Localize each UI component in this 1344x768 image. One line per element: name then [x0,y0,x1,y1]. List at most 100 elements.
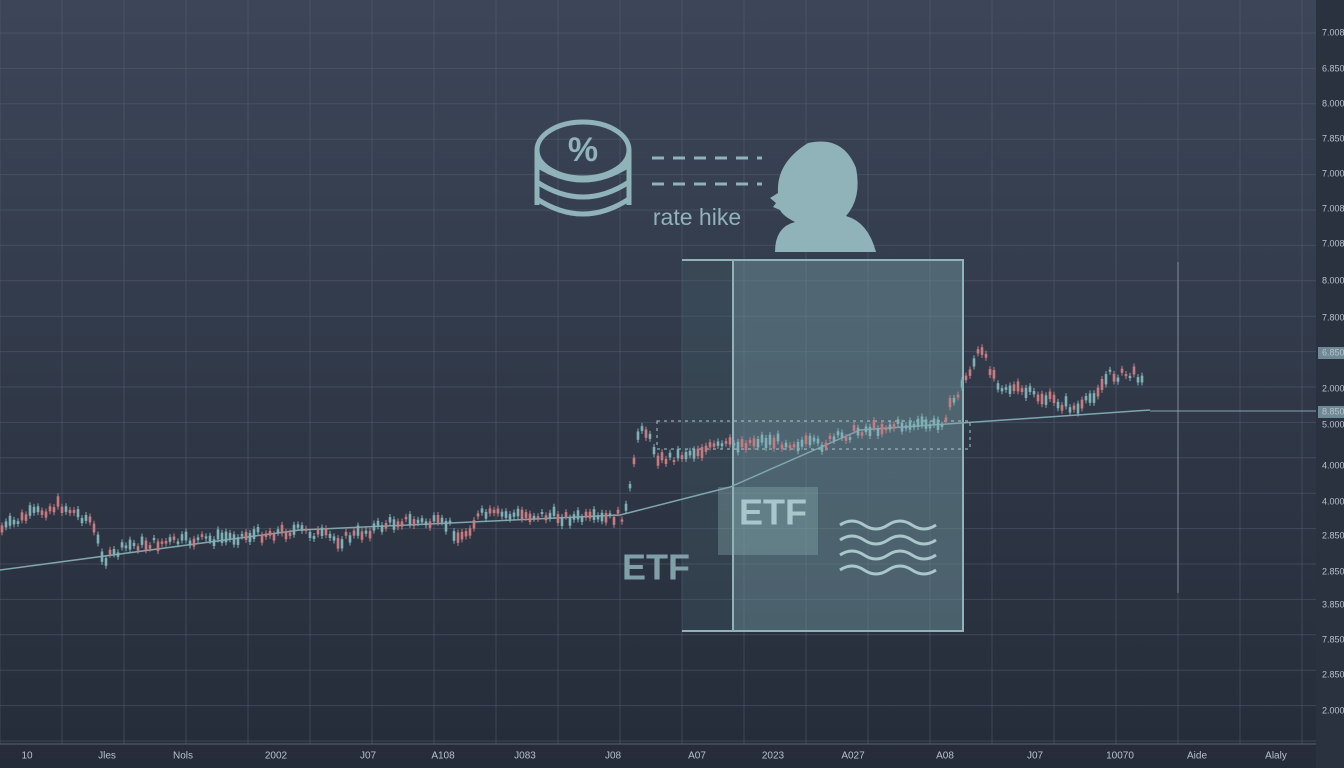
candle-body [280,524,284,534]
candle-body [1032,391,1036,395]
candle-body [40,510,44,515]
candle-body [812,437,816,442]
candle-body [4,521,8,528]
candle-body [784,442,788,448]
candle-body [912,423,916,428]
candle-body [228,532,232,540]
candle-body [916,418,920,428]
candle-body [584,511,588,518]
candle-body [668,452,672,458]
candle-body [140,536,144,545]
candle-body [708,442,712,448]
candle-body [564,512,568,517]
candle-body [1044,395,1048,405]
candle-body [852,425,856,431]
panel [732,259,964,632]
candle-body [968,369,972,376]
candle-body [324,528,328,536]
candle-body [712,443,716,447]
time-label: 10 [21,751,33,762]
candle-body [848,437,852,440]
price-label: 7.008 [1322,203,1344,213]
candle-body [460,531,464,540]
time-label: Jles [98,751,116,762]
candle-body [304,528,308,531]
time-label: 2002 [265,751,288,762]
candle-body [928,424,932,429]
candle-body [844,437,848,441]
candle-body [484,511,488,519]
price-label: 6.850 [1322,347,1344,357]
price-label: 2.000 [1322,705,1344,715]
candle-body [1092,393,1096,403]
price-label: 7.800 [1322,312,1344,322]
candle-body [208,535,212,542]
candle-body [732,443,736,446]
candle-body [652,446,656,455]
candle-body [1008,385,1012,395]
candle-body [1088,393,1092,403]
candle-body [596,515,600,520]
price-tag [1318,347,1344,359]
candle-body [372,523,376,531]
candle-body [328,533,332,538]
candle-body [444,520,448,532]
candle-body [636,431,640,440]
price-label: 2.850 [1322,530,1344,540]
candle-body [612,516,616,525]
axis-labels: 7.008 6.850 8.000 7.850 7.000 7.008 7.008 8.000… [21,27,1344,761]
time-label: Nols [173,751,193,762]
candle-body [644,429,648,438]
range-box [656,420,971,450]
candles [0,344,1144,569]
candle-body [12,519,16,525]
price-label: 4.000 [1322,460,1344,470]
candle-body [956,394,960,398]
candle-body [1128,375,1132,379]
candle-body [904,425,908,429]
candle-body [924,419,928,429]
candle-body [500,511,504,517]
dashed-link [652,156,762,186]
candle-body [660,452,664,461]
candle-body [196,537,200,541]
price-label: 7.850 [1322,634,1344,644]
candle-body [396,521,400,528]
candle-body [420,518,424,523]
time-label: J083 [514,751,536,762]
candle-body [156,541,160,552]
candle-body [632,457,636,465]
candle-body [72,510,76,513]
candle-body [872,419,876,429]
candle-body [740,439,744,447]
candle-body [260,534,264,543]
candle-body [132,542,136,546]
candle-body [1136,377,1140,383]
time-label: A08 [936,751,954,762]
candle-body [416,519,420,524]
candle-body [664,458,668,465]
candle-body [944,417,948,422]
time-label: A108 [431,751,455,762]
candle-body [1024,387,1028,399]
etf-label: ETF [739,492,807,533]
candle-body [112,548,116,555]
time-label: J07 [1027,751,1044,762]
price-label: 2.850 [1322,669,1344,679]
candle-body [380,525,384,532]
time-label: Aide [1187,751,1207,762]
price-label: 3.850 [1322,599,1344,609]
candle-body [332,536,336,541]
etf-box [718,487,818,555]
candle-body [576,510,580,520]
candle-body [44,511,48,518]
candle-body [504,511,508,518]
price-label: 7.008 [1322,27,1344,37]
candle-body [1048,391,1052,400]
candle-body [496,508,500,514]
candle-body [832,436,836,441]
candle-body [432,515,436,522]
coins-icon [534,119,632,217]
candle-body [1104,374,1108,385]
